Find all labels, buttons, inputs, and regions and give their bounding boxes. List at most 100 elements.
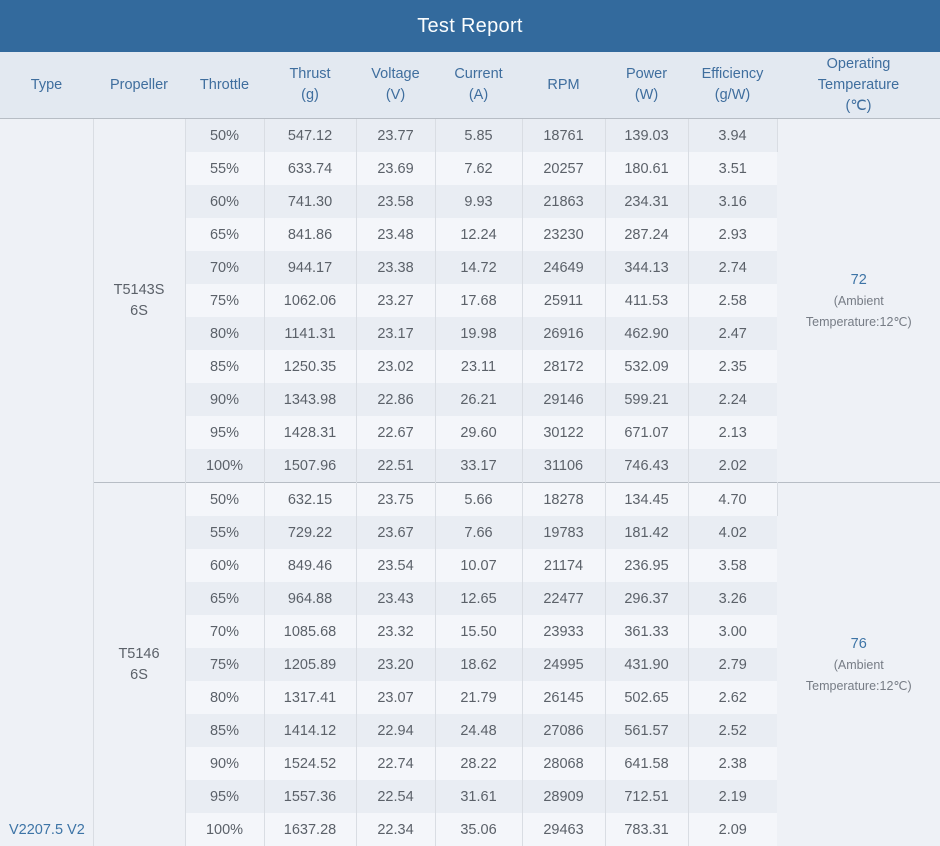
table-row: 70% 1085.68 23.32 15.50 23933 361.33 3.00 bbox=[0, 615, 940, 648]
table-cell: 1141.31 bbox=[264, 317, 357, 350]
table-cell: 234.31 bbox=[605, 185, 689, 218]
temperature-cell: 72 (Ambient Temperature:12℃) bbox=[777, 118, 940, 483]
table-cell: 1557.36 bbox=[264, 780, 357, 813]
table-cell: 599.21 bbox=[605, 383, 689, 416]
table-cell: 22.67 bbox=[356, 416, 436, 449]
table-cell: 14.72 bbox=[435, 251, 523, 284]
table-cell: 95% bbox=[185, 780, 265, 813]
table-cell: 783.31 bbox=[605, 813, 689, 846]
column-header-operating-temperature: Operating Temperature (℃) bbox=[777, 52, 940, 119]
table-cell: 1317.41 bbox=[264, 681, 357, 714]
table-cell: 23.58 bbox=[356, 185, 436, 218]
table-cell: 3.26 bbox=[688, 582, 777, 615]
column-header-line: Propeller bbox=[109, 76, 169, 93]
table-cell: 181.42 bbox=[605, 516, 689, 549]
table-cell: 28172 bbox=[522, 350, 606, 383]
table-cell: 547.12 bbox=[264, 118, 357, 152]
table-cell: 2.62 bbox=[688, 681, 777, 714]
table-cell: 100% bbox=[185, 449, 265, 483]
table-cell: 2.93 bbox=[688, 218, 777, 251]
table-cell: 7.66 bbox=[435, 516, 523, 549]
table-cell: 23.75 bbox=[356, 482, 436, 516]
table-cell: 23.27 bbox=[356, 284, 436, 317]
table-cell: 21863 bbox=[522, 185, 606, 218]
table-cell: 65% bbox=[185, 218, 265, 251]
column-header-line: (W) bbox=[634, 87, 659, 103]
column-header-power-w: Power (W) bbox=[605, 52, 688, 119]
table-cell: 462.90 bbox=[605, 317, 689, 350]
table-cell: 17.68 bbox=[435, 284, 523, 317]
table-cell: 28068 bbox=[522, 747, 606, 780]
table-cell: 2.79 bbox=[688, 648, 777, 681]
test-report-table: Type Propeller Throttle Thrust (g) Voltage (V)… bbox=[0, 52, 940, 846]
column-header-line: Efficiency bbox=[701, 66, 764, 82]
table-cell: 5.66 bbox=[435, 482, 523, 516]
table-cell: 26145 bbox=[522, 681, 606, 714]
column-header-line: Current bbox=[454, 66, 503, 82]
table-cell: 139.03 bbox=[605, 118, 689, 152]
table-cell: 23.43 bbox=[356, 582, 436, 615]
table-cell: 502.65 bbox=[605, 681, 689, 714]
temperature-cell: 76 (Ambient Temperature:12℃) bbox=[777, 482, 940, 846]
table-cell: 28909 bbox=[522, 780, 606, 813]
table-cell: 1507.96 bbox=[264, 449, 357, 483]
table-cell: 3.51 bbox=[688, 152, 777, 185]
table-cell: 2.38 bbox=[688, 747, 777, 780]
table-cell: 24995 bbox=[522, 648, 606, 681]
table-row: V2207.5 V2 T5143S 6S 50% 547.12 23.77 5.85 1876… bbox=[0, 118, 940, 846]
table-cell: 90% bbox=[185, 383, 265, 416]
table-cell: 18278 bbox=[522, 482, 606, 516]
table-row: 85% 1250.35 23.02 23.11 28172 532.09 2.35 bbox=[0, 350, 940, 383]
table-cell: 60% bbox=[185, 549, 265, 582]
table-cell: 22.86 bbox=[356, 383, 436, 416]
table-cell: 849.46 bbox=[264, 549, 357, 582]
table-cell: 23.54 bbox=[356, 549, 436, 582]
table-cell: 2.35 bbox=[688, 350, 777, 383]
table-cell: 632.15 bbox=[264, 482, 357, 516]
propeller-cell: T5143S 6S bbox=[93, 118, 186, 483]
table-cell: 23.32 bbox=[356, 615, 436, 648]
propeller-cell: T5146 6S bbox=[93, 482, 186, 846]
table-cell: 85% bbox=[185, 350, 265, 383]
table-cell: 1205.89 bbox=[264, 648, 357, 681]
table-cell: 2.58 bbox=[688, 284, 777, 317]
table-cell: 1637.28 bbox=[264, 813, 357, 846]
table-cell: 33.17 bbox=[435, 449, 523, 483]
table-cell: 30122 bbox=[522, 416, 606, 449]
table-cell: 729.22 bbox=[264, 516, 357, 549]
table-row: 80% 1317.41 23.07 21.79 26145 502.65 2.62 bbox=[0, 681, 940, 714]
table-cell: 85% bbox=[185, 714, 265, 747]
table-cell: 964.88 bbox=[264, 582, 357, 615]
table-cell: 23.69 bbox=[356, 152, 436, 185]
table-cell: 70% bbox=[185, 251, 265, 284]
column-header-voltage-v: Voltage (V) bbox=[356, 52, 435, 119]
column-header-line: Throttle bbox=[199, 76, 250, 93]
column-header-line: (g) bbox=[301, 87, 319, 103]
table-cell: 3.58 bbox=[688, 549, 777, 582]
table-cell: 7.62 bbox=[435, 152, 523, 185]
table-row: 90% 1343.98 22.86 26.21 29146 599.21 2.24 bbox=[0, 383, 940, 416]
table-cell: 31.61 bbox=[435, 780, 523, 813]
table-cell: 23.11 bbox=[435, 350, 523, 383]
table-cell: 841.86 bbox=[264, 218, 357, 251]
table-row: 100% 1507.96 22.51 33.17 31106 746.43 2.02 bbox=[0, 449, 940, 483]
table-cell: 27086 bbox=[522, 714, 606, 747]
table-cell: 3.94 bbox=[688, 118, 778, 152]
table-cell: 23.67 bbox=[356, 516, 436, 549]
table-cell: 1250.35 bbox=[264, 350, 357, 383]
table-row: 65% 964.88 23.43 12.65 22477 296.37 3.26 bbox=[0, 582, 940, 615]
table-cell: 2.13 bbox=[688, 416, 777, 449]
table-cell: 12.24 bbox=[435, 218, 523, 251]
table-cell: 20257 bbox=[522, 152, 606, 185]
table-cell: 3.00 bbox=[688, 615, 777, 648]
table-cell: 25911 bbox=[522, 284, 606, 317]
table-row: 80% 1141.31 23.17 19.98 26916 462.90 2.47 bbox=[0, 317, 940, 350]
table-cell: 944.17 bbox=[264, 251, 357, 284]
table-cell: 28.22 bbox=[435, 747, 523, 780]
table-cell: 1062.06 bbox=[264, 284, 357, 317]
table-cell: 70% bbox=[185, 615, 265, 648]
table-cell: 23.07 bbox=[356, 681, 436, 714]
table-cell: 2.02 bbox=[688, 449, 777, 483]
table-cell: 561.57 bbox=[605, 714, 689, 747]
table-row: 90% 1524.52 22.74 28.22 28068 641.58 2.38 bbox=[0, 747, 940, 780]
